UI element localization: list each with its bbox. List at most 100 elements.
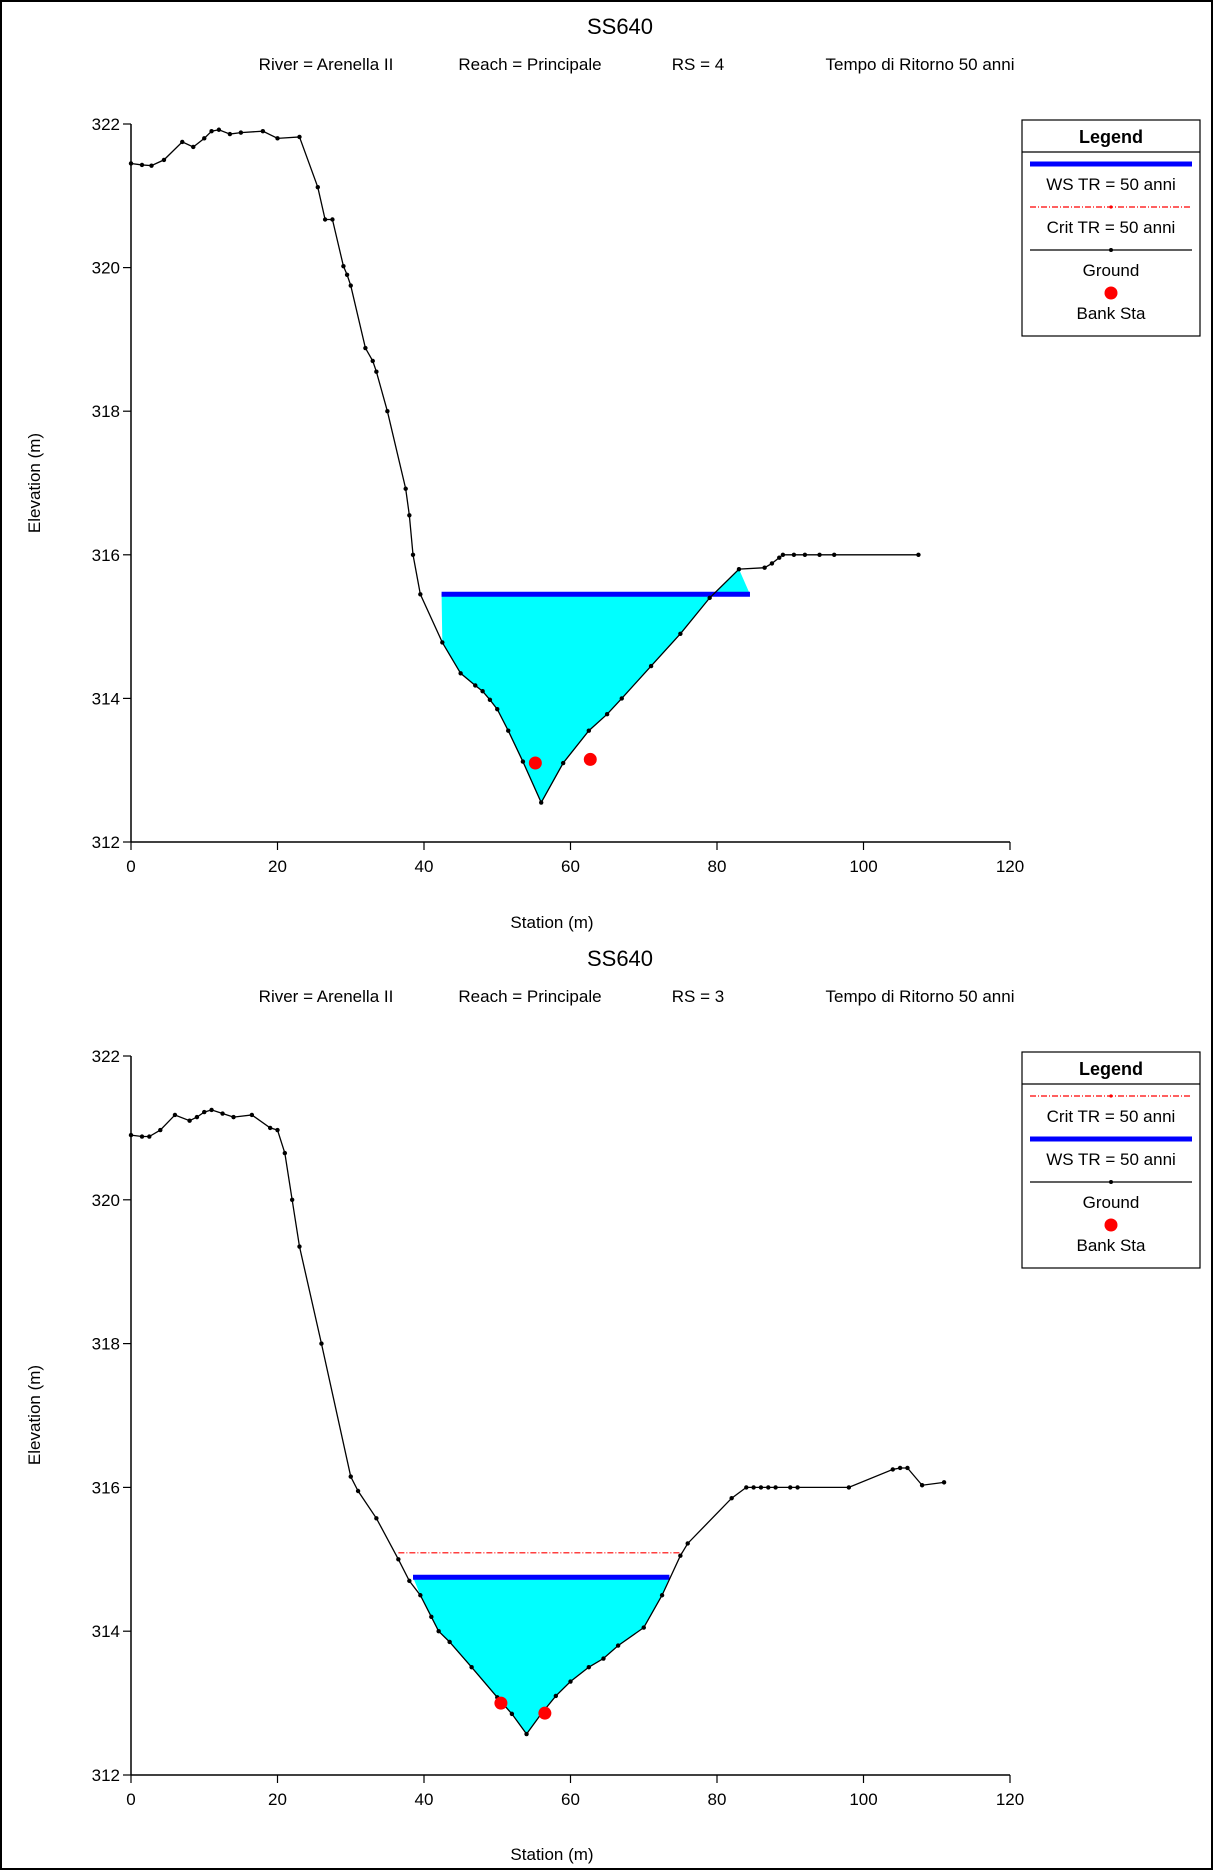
ground-point	[707, 595, 712, 601]
x-tick-label: 40	[415, 857, 434, 876]
legend-box	[1021, 1051, 1201, 1269]
ground-point	[191, 144, 196, 150]
ground-point	[487, 697, 493, 703]
y-tick-label: 312	[92, 833, 120, 852]
ground-point	[736, 566, 742, 572]
ground-point	[919, 1483, 925, 1488]
legend-swatch-crit-point	[1109, 205, 1113, 209]
ground-point	[355, 1488, 361, 1494]
chart-panel-2: SS640 River = Arenella II Reach = Principa…	[25, 946, 1201, 1864]
ground-point	[396, 1557, 401, 1562]
ground-point	[374, 369, 379, 374]
ground-point	[410, 552, 416, 557]
ground-point	[209, 128, 214, 134]
x-tick-label: 20	[268, 1790, 287, 1809]
ground-point	[795, 1485, 800, 1490]
ground-point	[791, 552, 797, 557]
ground-point	[260, 128, 266, 134]
ground-point	[407, 513, 412, 518]
ground-point	[659, 1593, 665, 1598]
legend-label: Bank Sta	[1077, 1236, 1147, 1255]
ground-point	[202, 136, 207, 141]
legend-label: Ground	[1083, 1193, 1140, 1212]
water-fill	[413, 1577, 670, 1735]
y-tick-label: 322	[92, 115, 120, 134]
bank-sta-marker	[538, 1706, 552, 1720]
ground-point	[187, 1118, 192, 1123]
ground-point	[180, 139, 185, 145]
ground-point	[553, 1693, 559, 1699]
ground-point	[890, 1467, 895, 1472]
ground-point	[440, 640, 445, 645]
ground-point	[586, 1664, 592, 1670]
y-tick-label: 318	[92, 402, 120, 421]
chart-subtitle-rs: RS = 4	[672, 55, 724, 74]
ground-point	[216, 127, 222, 132]
ground-point	[648, 663, 654, 669]
ground-point	[473, 683, 478, 688]
x-tick-label: 120	[996, 857, 1024, 876]
ground-point	[227, 131, 233, 137]
ground-point	[832, 552, 837, 557]
y-axis-label: Elevation (m)	[25, 433, 44, 533]
ground-point	[685, 1541, 690, 1546]
legend-swatch-bank	[1104, 1218, 1118, 1232]
ground-point	[766, 1485, 771, 1490]
ground-point	[128, 161, 134, 166]
ground-point	[348, 1474, 353, 1479]
ground-point	[520, 759, 526, 764]
x-tick-label: 0	[126, 857, 135, 876]
ground-point	[751, 1485, 756, 1490]
ground-point	[282, 1150, 288, 1156]
legend-label: Crit TR = 50 anni	[1047, 218, 1176, 237]
ground-point	[161, 157, 167, 163]
ground-point	[619, 696, 624, 701]
ground-point	[267, 1125, 273, 1131]
ground-point	[802, 552, 808, 557]
y-tick-label: 318	[92, 1335, 120, 1354]
ground-point	[128, 1132, 134, 1138]
bank-sta-marker	[528, 756, 542, 770]
ground-point	[385, 409, 390, 414]
ground-point	[678, 1553, 683, 1558]
ground-point	[374, 1516, 379, 1521]
x-tick-label: 0	[126, 1790, 135, 1809]
x-tick-label: 100	[849, 857, 877, 876]
ground-point	[403, 486, 408, 491]
y-tick-label: 320	[92, 259, 120, 278]
ground-point	[344, 272, 350, 277]
ground-point	[601, 1656, 606, 1661]
legend-label: WS TR = 50 anni	[1046, 1150, 1176, 1169]
ground-point	[506, 728, 511, 733]
legend: Legend WS TR = 50 anni Crit TR = 50 anni Gr…	[1021, 119, 1201, 337]
y-tick-label: 314	[92, 1622, 120, 1641]
legend-label: Bank Sta	[1077, 304, 1147, 323]
ground-point	[678, 631, 683, 636]
y-tick-label: 314	[92, 689, 120, 708]
chart-subtitle-river: River = Arenella II	[259, 987, 394, 1006]
x-tick-label: 20	[268, 857, 287, 876]
ground-point	[916, 552, 921, 557]
legend-swatch-crit-point	[1109, 1094, 1113, 1098]
ground-point	[158, 1127, 163, 1133]
chart-subtitle-event: Tempo di Ritorno 50 anni	[825, 55, 1014, 74]
ground-point	[297, 134, 302, 140]
ground-point	[202, 1109, 207, 1115]
x-axis-label: Station (m)	[510, 913, 593, 932]
legend-label: Ground	[1083, 261, 1140, 280]
x-tick-label: 100	[849, 1790, 877, 1809]
ground-point	[729, 1495, 734, 1501]
ground-point	[447, 1639, 452, 1645]
ground-point	[480, 689, 485, 694]
bank-sta-marker	[583, 752, 597, 766]
ground-point	[220, 1111, 225, 1116]
x-tick-label: 120	[996, 1790, 1024, 1809]
x-axis-label: Station (m)	[510, 1845, 593, 1864]
ground-point	[330, 217, 335, 222]
chart-subtitle-event: Tempo di Ritorno 50 anni	[825, 987, 1014, 1006]
chart-panel-1: SS640 River = Arenella II Reach = Principa…	[25, 14, 1201, 932]
ground-point	[429, 1614, 434, 1620]
ground-point	[744, 1485, 749, 1490]
x-tick-label: 80	[708, 1790, 727, 1809]
